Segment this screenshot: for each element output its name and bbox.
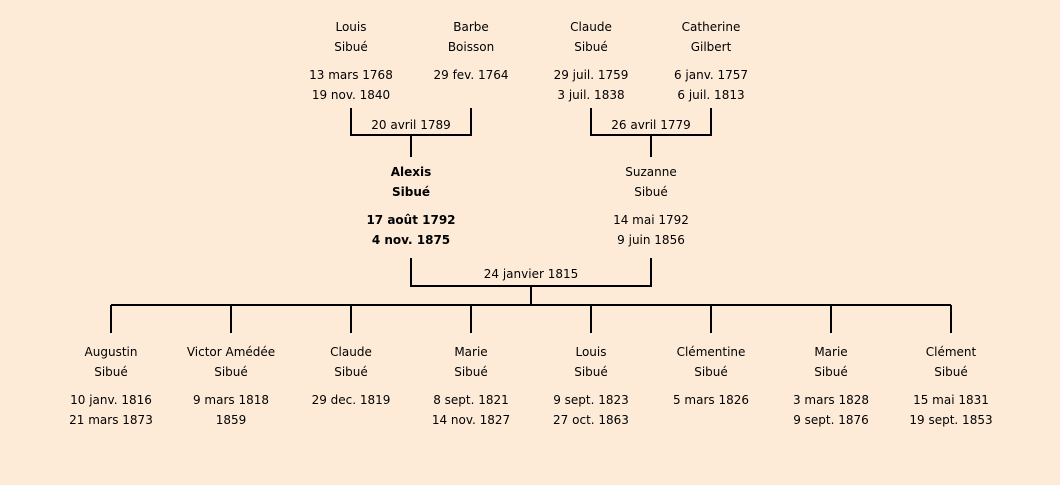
birth-date: 29 juil. 1759 <box>553 68 629 82</box>
person-card: Augustin Sibué 10 janv. 1816 21 mars 1873 <box>51 342 171 430</box>
person-card: Suzanne Sibué 14 mai 1792 9 juin 1856 <box>591 162 711 250</box>
birth-date: 9 mars 1818 <box>192 393 270 407</box>
life-dates: 9 sept. 1823 27 oct. 1863 <box>531 390 651 430</box>
last-name: Sibué <box>94 365 128 379</box>
death-date <box>411 85 531 105</box>
parents-bracket <box>410 258 652 305</box>
first-name: Clément <box>925 345 977 359</box>
death-date <box>291 410 411 430</box>
first-name: Claude <box>570 20 612 34</box>
first-name: Augustin <box>84 345 138 359</box>
death-date: 3 juil. 1838 <box>557 88 625 102</box>
last-name: Sibué <box>454 365 488 379</box>
first-name: Suzanne <box>625 165 677 179</box>
last-name: Sibué <box>934 365 968 379</box>
death-date: 9 juin 1856 <box>617 233 685 247</box>
death-date: 1859 <box>215 413 247 427</box>
person-card: Marie Sibué 8 sept. 1821 14 nov. 1827 <box>411 342 531 430</box>
last-name: Sibué <box>574 40 608 54</box>
life-dates: 29 dec. 1819 <box>291 390 411 430</box>
first-name: Catherine <box>681 20 741 34</box>
person-card: Louis Sibué 13 mars 1768 19 nov. 1840 <box>291 17 411 105</box>
person-card: Louis Sibué 9 sept. 1823 27 oct. 1863 <box>531 342 651 430</box>
last-name: Sibué <box>334 40 368 54</box>
death-date: 21 mars 1873 <box>69 413 153 427</box>
life-dates: 5 mars 1826 <box>651 390 771 430</box>
person-card: Catherine Gilbert 6 janv. 1757 6 juil. 1813 <box>651 17 771 105</box>
grandparents-right-bracket <box>590 108 712 157</box>
person-card: Clément Sibué 15 mai 1831 19 sept. 1853 <box>891 342 1011 430</box>
birth-date: 17 août 1792 <box>366 213 456 227</box>
last-name: Sibué <box>694 365 728 379</box>
last-name: Gilbert <box>690 40 732 54</box>
marriage-date: 26 avril 1779 <box>611 118 691 132</box>
life-dates: 14 mai 1792 9 juin 1856 <box>591 210 711 250</box>
first-name: Alexis <box>390 165 432 179</box>
marriage-date: 20 avril 1789 <box>371 118 451 132</box>
person-card: Clémentine Sibué 5 mars 1826 <box>651 342 771 430</box>
children-bar <box>110 304 952 333</box>
person-card: Claude Sibué 29 juil. 1759 3 juil. 1838 <box>531 17 651 105</box>
life-dates: 3 mars 1828 9 sept. 1876 <box>771 390 891 430</box>
first-name: Louis <box>575 345 607 359</box>
birth-date: 6 janv. 1757 <box>673 68 749 82</box>
life-dates: 29 juil. 1759 3 juil. 1838 <box>531 65 651 105</box>
last-name: Sibué <box>334 365 368 379</box>
birth-date: 5 mars 1826 <box>672 393 750 407</box>
life-dates: 13 mars 1768 19 nov. 1840 <box>291 65 411 105</box>
birth-date: 15 mai 1831 <box>913 393 989 407</box>
death-date: 14 nov. 1827 <box>431 413 511 427</box>
death-date: 4 nov. 1875 <box>371 233 451 247</box>
death-date <box>651 410 771 430</box>
birth-date: 9 sept. 1823 <box>553 393 629 407</box>
birth-date: 29 dec. 1819 <box>311 393 391 407</box>
marriage-date: 24 janvier 1815 <box>483 267 579 281</box>
person-card: Claude Sibué 29 dec. 1819 <box>291 342 411 430</box>
birth-date: 8 sept. 1821 <box>433 393 509 407</box>
last-name: Sibué <box>391 185 431 199</box>
last-name: Sibué <box>634 185 668 199</box>
life-dates: 8 sept. 1821 14 nov. 1827 <box>411 390 531 430</box>
birth-date: 14 mai 1792 <box>613 213 689 227</box>
birth-date: 29 fev. 1764 <box>433 68 509 82</box>
first-name: Barbe <box>453 20 489 34</box>
person-card: Marie Sibué 3 mars 1828 9 sept. 1876 <box>771 342 891 430</box>
life-dates: 10 janv. 1816 21 mars 1873 <box>51 390 171 430</box>
grandparents-left-bracket <box>350 108 472 157</box>
last-name: Sibué <box>574 365 608 379</box>
life-dates: 15 mai 1831 19 sept. 1853 <box>891 390 1011 430</box>
death-date: 19 sept. 1853 <box>909 413 993 427</box>
death-date: 9 sept. 1876 <box>793 413 869 427</box>
first-name: Marie <box>814 345 848 359</box>
life-dates: 9 mars 1818 1859 <box>171 390 291 430</box>
life-dates: 29 fev. 1764 <box>411 65 531 105</box>
person-card: Alexis Sibué 17 août 1792 4 nov. 1875 <box>351 162 471 250</box>
death-date: 27 oct. 1863 <box>553 413 629 427</box>
first-name: Victor Amédée <box>186 345 276 359</box>
first-name: Louis <box>335 20 367 34</box>
person-card: Barbe Boisson 29 fev. 1764 <box>411 17 531 105</box>
person-card: Victor Amédée Sibué 9 mars 1818 1859 <box>171 342 291 430</box>
death-date: 6 juil. 1813 <box>677 88 745 102</box>
life-dates: 17 août 1792 4 nov. 1875 <box>351 210 471 250</box>
first-name: Marie <box>454 345 488 359</box>
last-name: Sibué <box>814 365 848 379</box>
first-name: Clémentine <box>676 345 746 359</box>
birth-date: 3 mars 1828 <box>792 393 870 407</box>
first-name: Claude <box>330 345 372 359</box>
birth-date: 13 mars 1768 <box>309 68 393 82</box>
last-name: Boisson <box>447 40 495 54</box>
birth-date: 10 janv. 1816 <box>70 393 152 407</box>
last-name: Sibué <box>214 365 248 379</box>
death-date: 19 nov. 1840 <box>311 88 391 102</box>
life-dates: 6 janv. 1757 6 juil. 1813 <box>651 65 771 105</box>
